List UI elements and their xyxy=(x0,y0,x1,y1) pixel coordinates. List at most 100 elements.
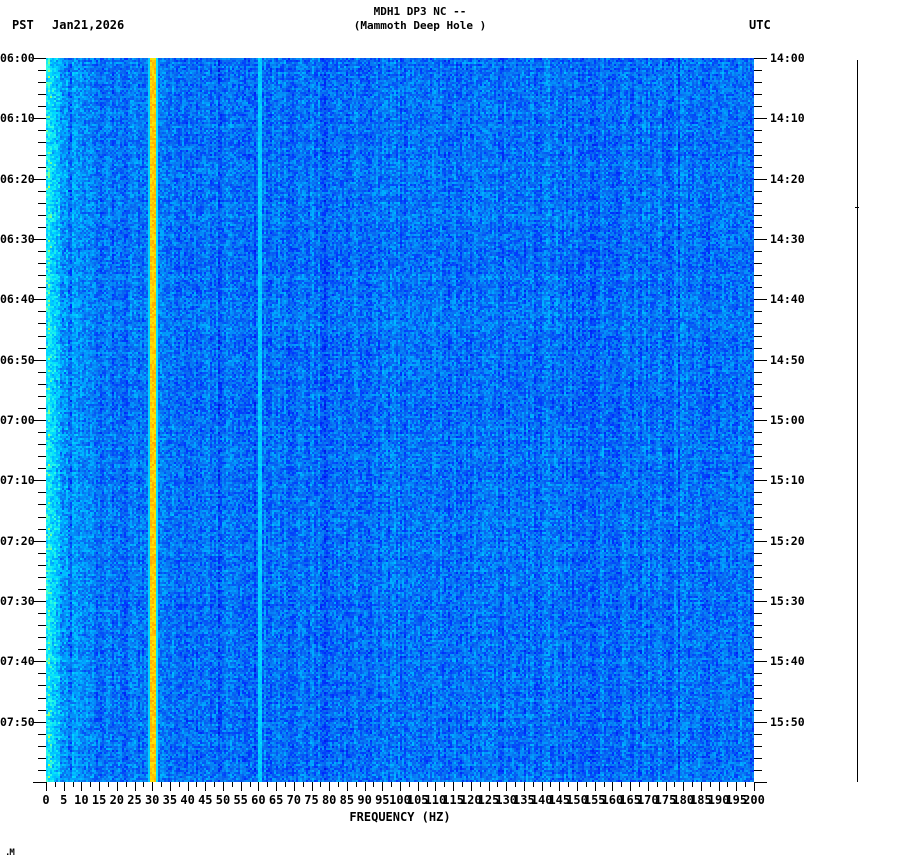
frequency-minor-tick xyxy=(338,782,339,787)
frequency-major-tick xyxy=(382,782,383,791)
timezone-left-label: PST xyxy=(12,18,34,32)
frequency-tick-label: 145 xyxy=(548,793,571,807)
frequency-major-tick xyxy=(99,782,100,791)
pst-major-tick xyxy=(33,661,46,662)
frequency-major-tick xyxy=(435,782,436,791)
pst-minor-tick xyxy=(38,191,46,192)
utc-major-tick xyxy=(754,722,767,723)
utc-minor-tick xyxy=(754,155,762,156)
frequency-major-tick xyxy=(471,782,472,791)
frequency-minor-tick xyxy=(250,782,251,787)
pst-minor-tick xyxy=(38,625,46,626)
pst-major-tick xyxy=(33,239,46,240)
utc-minor-tick xyxy=(754,323,762,324)
pst-minor-tick xyxy=(38,432,46,433)
frequency-tick-label: 120 xyxy=(459,793,482,807)
frequency-tick-label: 75 xyxy=(304,793,319,807)
frequency-minor-tick xyxy=(179,782,180,787)
pst-minor-tick xyxy=(38,746,46,747)
utc-minor-tick xyxy=(754,637,762,638)
frequency-tick-label: 175 xyxy=(654,793,677,807)
spectrogram-plot xyxy=(46,58,754,782)
frequency-tick-label: 90 xyxy=(357,793,372,807)
frequency-minor-tick xyxy=(674,782,675,787)
pst-minor-tick xyxy=(38,710,46,711)
header-band: PST Jan21,2026 MDH1 DP3 NC -- (Mammoth D… xyxy=(0,0,902,46)
pst-minor-tick xyxy=(38,492,46,493)
frequency-tick-label: 190 xyxy=(707,793,730,807)
pst-minor-tick xyxy=(38,589,46,590)
frequency-tick-label: 140 xyxy=(530,793,553,807)
pst-minor-tick xyxy=(38,142,46,143)
frequency-minor-tick xyxy=(727,782,728,787)
frequency-minor-tick xyxy=(710,782,711,787)
pst-minor-tick xyxy=(38,517,46,518)
frequency-minor-tick xyxy=(285,782,286,787)
frequency-minor-tick xyxy=(196,782,197,787)
frequency-tick-label: 130 xyxy=(495,793,518,807)
frequency-tick-label: 135 xyxy=(513,793,535,807)
frequency-major-tick xyxy=(46,782,47,791)
frequency-major-tick xyxy=(117,782,118,791)
frequency-minor-tick xyxy=(497,782,498,787)
utc-minor-tick xyxy=(754,625,762,626)
frequency-minor-tick xyxy=(90,782,91,787)
utc-minor-tick xyxy=(754,130,762,131)
frequency-major-tick xyxy=(524,782,525,791)
frequency-minor-tick xyxy=(409,782,410,787)
frequency-major-tick xyxy=(205,782,206,791)
frequency-minor-tick xyxy=(356,782,357,787)
frequency-tick-label: 55 xyxy=(233,793,248,807)
frequency-tick-label: 150 xyxy=(566,793,588,807)
utc-major-tick xyxy=(754,360,767,361)
pst-minor-tick xyxy=(38,311,46,312)
utc-minor-tick xyxy=(754,94,762,95)
pst-minor-tick xyxy=(38,130,46,131)
pst-minor-tick xyxy=(38,263,46,264)
utc-time-label: 14:40 xyxy=(770,292,805,306)
timezone-right-label: UTC xyxy=(749,18,771,32)
frequency-tick-label: 25 xyxy=(127,793,142,807)
pst-minor-tick xyxy=(38,685,46,686)
frequency-minor-tick xyxy=(621,782,622,787)
utc-minor-tick xyxy=(754,384,762,385)
pst-major-tick xyxy=(33,118,46,119)
utc-minor-tick xyxy=(754,82,762,83)
frequency-tick-label: 110 xyxy=(424,793,447,807)
frequency-major-tick xyxy=(135,782,136,791)
utc-time-label: 15:50 xyxy=(770,715,805,729)
utc-minor-tick xyxy=(754,710,762,711)
frequency-minor-tick xyxy=(444,782,445,787)
utc-minor-tick xyxy=(754,770,762,771)
utc-minor-tick xyxy=(754,167,762,168)
frequency-major-tick xyxy=(418,782,419,791)
utc-time-label: 15:00 xyxy=(770,413,805,427)
pst-major-tick xyxy=(33,179,46,180)
frequency-tick-label: 70 xyxy=(286,793,302,807)
frequency-minor-tick xyxy=(515,782,516,787)
frequency-minor-tick xyxy=(462,782,463,787)
pst-minor-tick xyxy=(38,227,46,228)
frequency-minor-tick xyxy=(586,782,587,787)
pst-time-label: 06:30 xyxy=(0,232,35,246)
frequency-minor-tick xyxy=(692,782,693,787)
frequency-major-tick xyxy=(701,782,702,791)
pst-major-tick xyxy=(33,722,46,723)
right-margin-rule xyxy=(857,60,858,782)
frequency-tick-label: 0 xyxy=(42,793,50,807)
utc-minor-tick xyxy=(754,70,762,71)
pst-minor-tick xyxy=(38,444,46,445)
frequency-major-tick xyxy=(276,782,277,791)
utc-major-tick xyxy=(754,239,767,240)
station-title-primary: MDH1 DP3 NC -- xyxy=(373,5,467,18)
pst-minor-tick xyxy=(38,770,46,771)
pst-time-label: 07:00 xyxy=(0,413,35,427)
utc-major-tick xyxy=(754,118,767,119)
utc-minor-tick xyxy=(754,215,762,216)
frequency-minor-tick xyxy=(161,782,162,787)
utc-minor-tick xyxy=(754,348,762,349)
frequency-minor-tick xyxy=(391,782,392,787)
pst-minor-tick xyxy=(38,336,46,337)
pst-time-label: 07:50 xyxy=(0,715,35,729)
utc-minor-tick xyxy=(754,372,762,373)
